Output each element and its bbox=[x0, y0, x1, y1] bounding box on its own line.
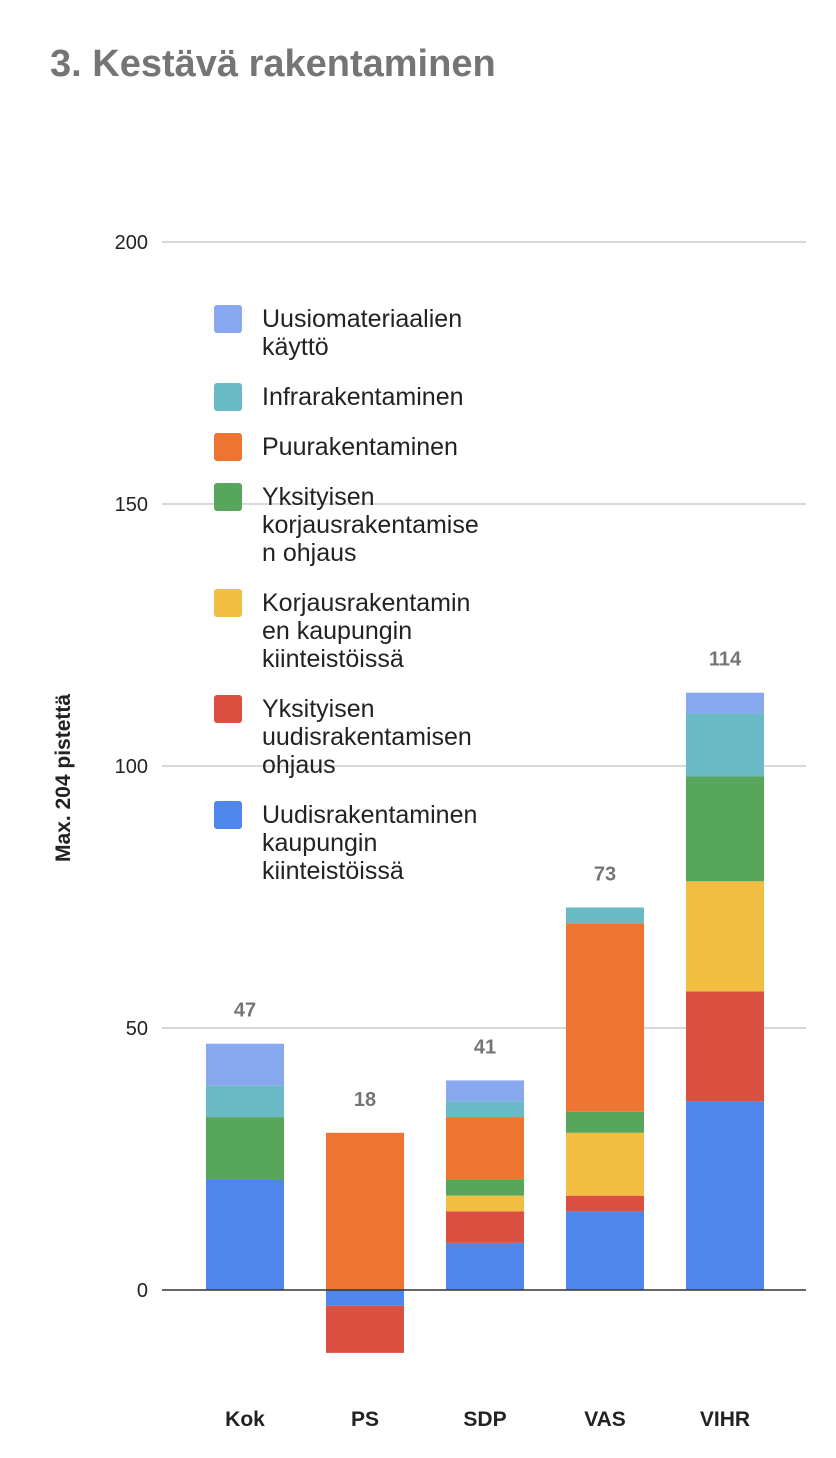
bar-segment bbox=[566, 1211, 644, 1290]
bar-total-label: 73 bbox=[594, 863, 616, 885]
bar-segment bbox=[566, 907, 644, 924]
legend-label: ohjaus bbox=[262, 751, 336, 779]
bar-segment bbox=[566, 1132, 644, 1196]
legend-label: Yksityisen bbox=[262, 695, 375, 723]
legend-swatch bbox=[214, 383, 242, 411]
legend-item: Puurakentaminen bbox=[214, 433, 458, 461]
bar-segment bbox=[326, 1290, 404, 1306]
x-tick-label: VIHR bbox=[700, 1408, 750, 1431]
labels: 0 50 100 150 200 47 Kok 18 PS 41 SDP 73 VAS 114 VIHR bbox=[115, 232, 750, 1431]
bar-segment bbox=[446, 1195, 524, 1212]
legend-label: käyttö bbox=[262, 333, 329, 361]
bar-segment bbox=[206, 1085, 284, 1118]
bar-segment bbox=[326, 1132, 404, 1290]
bars bbox=[206, 692, 764, 1353]
bar-total-label: 18 bbox=[354, 1089, 376, 1111]
legend-swatch bbox=[214, 305, 242, 333]
bar-segment bbox=[686, 991, 764, 1102]
bar-segment bbox=[686, 776, 764, 882]
x-tick-label: PS bbox=[351, 1408, 379, 1431]
bar-segment bbox=[206, 1043, 284, 1086]
legend-label: en kaupungin bbox=[262, 617, 412, 645]
legend-label: Uudisrakentaminen bbox=[262, 801, 477, 829]
legend-label: Korjausrakentamin bbox=[262, 589, 470, 617]
bar-segment bbox=[686, 1101, 764, 1290]
legend-label: Yksityisen bbox=[262, 483, 375, 511]
legend-label: kiinteistöissä bbox=[262, 645, 404, 673]
bar-total-label: 47 bbox=[234, 1000, 256, 1022]
bar-segment bbox=[206, 1179, 284, 1290]
bar-segment bbox=[326, 1305, 404, 1353]
legend-label: n ohjaus bbox=[262, 539, 357, 567]
y-tick-label: 50 bbox=[126, 1018, 148, 1040]
bar-segment bbox=[446, 1117, 524, 1180]
legend-swatch bbox=[214, 433, 242, 461]
legend-swatch bbox=[214, 589, 242, 617]
x-tick-label: Kok bbox=[225, 1408, 265, 1431]
legend-swatch bbox=[214, 695, 242, 723]
legend-label: uudisrakentamisen bbox=[262, 723, 472, 751]
bar-segment bbox=[446, 1080, 524, 1102]
legend-item: Infrarakentaminen bbox=[214, 383, 464, 411]
legend-label: kaupungin bbox=[262, 829, 377, 857]
legend-label: Uusiomateriaalien bbox=[262, 305, 462, 333]
legend-label: Infrarakentaminen bbox=[262, 383, 464, 411]
bar-segment bbox=[686, 713, 764, 777]
legend-swatch bbox=[214, 483, 242, 511]
y-tick-label: 0 bbox=[137, 1280, 148, 1302]
y-tick-label: 200 bbox=[115, 232, 148, 254]
bar-segment bbox=[686, 881, 764, 992]
legend-swatch bbox=[214, 801, 242, 829]
bar-segment bbox=[686, 692, 764, 714]
bar-segment bbox=[446, 1211, 524, 1243]
chart-title: 3. Kestävä rakentaminen bbox=[50, 43, 496, 85]
bar-segment bbox=[566, 1195, 644, 1212]
bar-segment bbox=[206, 1117, 284, 1180]
legend-label: kiinteistöissä bbox=[262, 857, 404, 885]
y-axis-label: Max. 204 pistettä bbox=[52, 694, 75, 862]
x-tick-label: VAS bbox=[584, 1408, 626, 1431]
bar-segment bbox=[446, 1179, 524, 1196]
x-tick-label: SDP bbox=[463, 1408, 506, 1431]
bar-segment bbox=[566, 1111, 644, 1133]
y-tick-label: 150 bbox=[115, 494, 148, 516]
legend-label: korjausrakentamise bbox=[262, 511, 479, 539]
bar-segment bbox=[446, 1242, 524, 1290]
bar-total-label: 41 bbox=[474, 1036, 496, 1058]
bar-segment bbox=[446, 1101, 524, 1118]
bar-segment bbox=[566, 923, 644, 1112]
y-tick-label: 100 bbox=[115, 756, 148, 778]
legend-label: Puurakentaminen bbox=[262, 433, 458, 461]
bar-total-label: 114 bbox=[709, 649, 742, 671]
